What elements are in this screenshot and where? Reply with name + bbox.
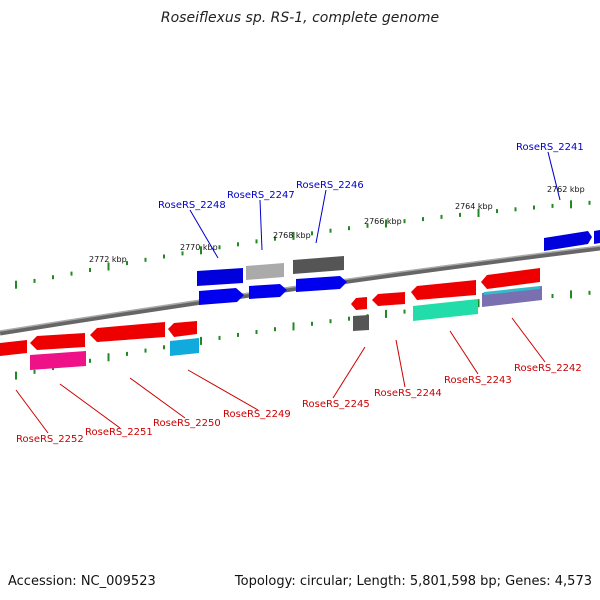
kbp-label-2768: 2768 kbp bbox=[273, 231, 311, 240]
gene-RoseRS_2248[interactable] bbox=[197, 268, 244, 305]
gene-RoseRS_2244[interactable] bbox=[372, 292, 405, 306]
label-RoseRS_2250[interactable]: RoseRS_2250 bbox=[153, 418, 221, 429]
label-RoseRS_2248[interactable]: RoseRS_2248 bbox=[158, 200, 226, 211]
gene-RoseRS_2249[interactable] bbox=[168, 321, 199, 356]
gene-RoseRS_2250[interactable] bbox=[90, 322, 165, 342]
genome-stats-text: Topology: circular; Length: 5,801,598 bp… bbox=[234, 574, 592, 589]
label-RoseRS_2246[interactable]: RoseRS_2246 bbox=[296, 180, 364, 191]
gene-RoseRS_2252[interactable] bbox=[0, 340, 27, 356]
label-RoseRS_2243[interactable]: RoseRS_2243 bbox=[444, 375, 512, 386]
label-RoseRS_2245[interactable]: RoseRS_2245 bbox=[302, 399, 370, 410]
kbp-label-2764: 2764 kbp bbox=[455, 202, 493, 211]
gene-RoseRS_2243[interactable] bbox=[411, 280, 478, 321]
kbp-label-2762: 2762 kbp bbox=[547, 185, 585, 194]
gene-RoseRS_2246[interactable] bbox=[293, 256, 347, 292]
label-RoseRS_2241[interactable]: RoseRS_2241 bbox=[516, 142, 584, 153]
kbp-label-2766: 2766 kbp bbox=[364, 217, 402, 226]
gene-RoseRS_2247[interactable] bbox=[246, 263, 287, 299]
forward-leader-lines bbox=[189, 151, 561, 259]
gene-RoseRS_2241[interactable] bbox=[544, 230, 600, 251]
accession-text: Accession: NC_009523 bbox=[8, 574, 156, 589]
gene-RoseRS_2245[interactable] bbox=[351, 297, 369, 331]
label-RoseRS_2249[interactable]: RoseRS_2249 bbox=[223, 409, 291, 420]
label-RoseRS_2247[interactable]: RoseRS_2247 bbox=[227, 190, 295, 201]
gene-RoseRS_2242[interactable] bbox=[481, 268, 542, 307]
label-RoseRS_2242[interactable]: RoseRS_2242 bbox=[514, 363, 582, 374]
kbp-label-2772: 2772 kbp bbox=[89, 255, 127, 264]
label-RoseRS_2244[interactable]: RoseRS_2244 bbox=[374, 388, 442, 399]
reverse-leader-lines bbox=[15, 317, 546, 434]
kbp-label-2770: 2770 kbp bbox=[180, 243, 218, 252]
label-RoseRS_2252[interactable]: RoseRS_2252 bbox=[16, 434, 84, 445]
tick-marks-outer bbox=[15, 200, 591, 289]
map-title: Roseiflexus sp. RS-1, complete genome bbox=[160, 10, 440, 26]
gene-RoseRS_2251[interactable] bbox=[30, 333, 86, 370]
label-RoseRS_2251[interactable]: RoseRS_2251 bbox=[85, 427, 153, 438]
